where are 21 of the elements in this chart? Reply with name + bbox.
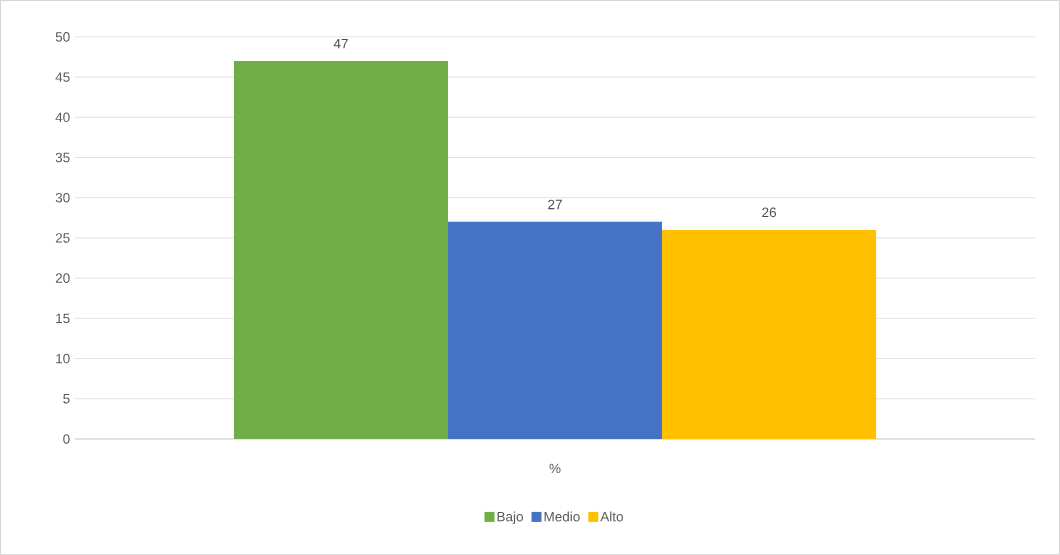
data-label: 27: [548, 199, 562, 210]
data-label: 47: [333, 39, 348, 49]
bar: [233, 61, 448, 440]
y-tick-label: 40: [55, 112, 70, 123]
bar: [447, 221, 663, 440]
x-tick-label: %: [549, 463, 561, 474]
bar: [662, 229, 877, 440]
y-tick-label: 0: [63, 434, 70, 444]
y-tick-label: 5: [63, 394, 70, 404]
y-tick-label: 15: [56, 313, 70, 324]
y-tick-label: 10: [56, 353, 70, 364]
legend-label: Medio: [544, 511, 580, 522]
y-tick-label: 30: [55, 193, 70, 203]
y-tick-label: 45: [55, 72, 70, 82]
data-label: 26: [762, 207, 776, 218]
legend-label: Bajo: [497, 511, 523, 525]
legend-label: Alto: [600, 511, 623, 522]
y-tick-label: 25: [55, 233, 70, 243]
y-tick-label: 20: [55, 273, 70, 283]
y-tick-label: 50: [55, 32, 70, 42]
y-tick-label: 35: [55, 152, 70, 163]
